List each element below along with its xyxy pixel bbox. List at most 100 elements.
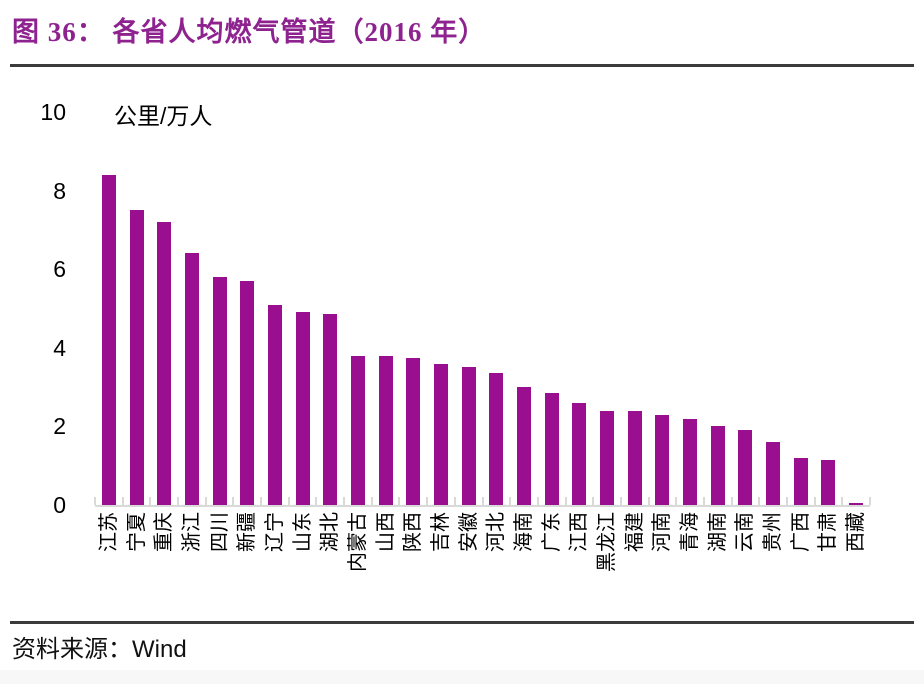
y-axis-unit-label: 公里/万人 bbox=[114, 103, 213, 129]
x-tick-label: 海南 bbox=[513, 512, 536, 552]
x-tick-label: 陕西 bbox=[402, 512, 425, 552]
divider-top bbox=[10, 64, 914, 67]
bar bbox=[157, 222, 172, 505]
divider-bottom bbox=[10, 621, 914, 624]
x-tick-label: 河南 bbox=[651, 512, 674, 552]
x-tick-label: 内蒙古 bbox=[346, 512, 369, 572]
axis-tick bbox=[702, 497, 705, 505]
bar bbox=[683, 419, 698, 505]
axis-tick bbox=[841, 497, 844, 505]
bar bbox=[489, 373, 504, 505]
bar bbox=[433, 364, 448, 505]
source-prefix: 资料来源： bbox=[12, 637, 132, 663]
bar bbox=[184, 253, 199, 505]
axis-tick bbox=[343, 497, 346, 505]
bar bbox=[544, 393, 559, 505]
axis-tick bbox=[398, 497, 401, 505]
x-tick-label: 辽宁 bbox=[263, 512, 286, 552]
figure-title: 图 36： 各省人均燃气管道（2016 年） bbox=[12, 17, 487, 47]
x-tick-label: 山西 bbox=[374, 512, 397, 552]
bar bbox=[350, 356, 365, 505]
x-tick-label: 西藏 bbox=[845, 512, 868, 552]
x-tick-label: 广西 bbox=[789, 512, 812, 552]
y-tick-label: 8 bbox=[53, 177, 66, 204]
bar bbox=[738, 430, 753, 505]
axis-tick bbox=[509, 497, 512, 505]
axis-tick bbox=[813, 497, 816, 505]
x-tick-label: 贵州 bbox=[762, 512, 785, 552]
bar bbox=[378, 356, 393, 505]
axis-tick bbox=[121, 497, 124, 505]
axis-tick bbox=[481, 497, 484, 505]
x-tick-label: 黑龙江 bbox=[596, 512, 619, 572]
y-tick-label: 4 bbox=[53, 334, 66, 361]
y-tick-label: 2 bbox=[53, 413, 66, 440]
bar bbox=[655, 415, 670, 505]
bar bbox=[710, 426, 725, 505]
x-tick-label: 云南 bbox=[734, 512, 757, 552]
bar bbox=[129, 210, 144, 505]
x-tick-label: 福建 bbox=[623, 512, 646, 552]
bar bbox=[600, 411, 615, 505]
axis-tick bbox=[232, 497, 235, 505]
source-line: 资料来源：Wind bbox=[12, 629, 187, 664]
x-tick-label: 河北 bbox=[485, 512, 508, 552]
axis-tick bbox=[426, 497, 429, 505]
axis-tick bbox=[564, 497, 567, 505]
x-tick-label: 江西 bbox=[568, 512, 591, 552]
x-tick-label: 甘肃 bbox=[817, 512, 840, 552]
bar bbox=[295, 312, 310, 505]
axis-tick bbox=[592, 497, 595, 505]
axis-tick bbox=[149, 497, 152, 505]
axis-tick bbox=[785, 497, 788, 505]
bar bbox=[101, 175, 116, 505]
bar bbox=[212, 277, 227, 505]
x-tick-label: 重庆 bbox=[153, 512, 176, 552]
axis-tick bbox=[730, 497, 733, 505]
axis-tick bbox=[758, 497, 761, 505]
x-tick-label: 浙江 bbox=[180, 512, 203, 552]
x-tick-label: 新疆 bbox=[236, 512, 259, 552]
axis-tick bbox=[177, 497, 180, 505]
axis-tick bbox=[869, 497, 871, 505]
y-tick-label: 0 bbox=[53, 492, 66, 518]
bar bbox=[821, 460, 836, 505]
x-tick-label: 山东 bbox=[291, 512, 314, 552]
bar bbox=[267, 305, 282, 505]
axis-tick bbox=[204, 497, 207, 505]
axis-tick bbox=[315, 497, 318, 505]
x-tick-label: 宁夏 bbox=[125, 512, 148, 552]
axis-tick bbox=[453, 497, 456, 505]
y-tick-label: 6 bbox=[53, 256, 66, 283]
axis-tick bbox=[287, 497, 290, 505]
bar bbox=[323, 314, 338, 505]
x-tick-label: 湖北 bbox=[319, 512, 342, 552]
bar bbox=[240, 281, 255, 505]
axis-tick bbox=[370, 497, 373, 505]
bar bbox=[461, 367, 476, 505]
x-tick-label: 广东 bbox=[540, 512, 563, 552]
bar bbox=[793, 458, 808, 505]
x-tick-label: 吉林 bbox=[429, 512, 452, 552]
bar bbox=[766, 442, 781, 505]
source-name: Wind bbox=[132, 636, 187, 663]
bar bbox=[627, 411, 642, 505]
axis-tick bbox=[647, 497, 650, 505]
page-edge bbox=[0, 670, 924, 684]
axis-tick bbox=[94, 497, 96, 505]
bar bbox=[572, 403, 587, 505]
bar bbox=[517, 387, 532, 505]
x-tick-label: 四川 bbox=[208, 512, 231, 552]
x-tick-label: 江苏 bbox=[97, 512, 120, 552]
bar bbox=[406, 358, 421, 505]
bar bbox=[849, 503, 864, 505]
axis-tick bbox=[675, 497, 678, 505]
x-axis-line bbox=[95, 505, 870, 507]
y-tick-label: 10 bbox=[40, 99, 66, 125]
axis-tick bbox=[619, 497, 622, 505]
x-tick-label: 湖南 bbox=[706, 512, 729, 552]
axis-tick bbox=[536, 497, 539, 505]
x-tick-label: 青海 bbox=[679, 512, 702, 552]
axis-tick bbox=[260, 497, 263, 505]
